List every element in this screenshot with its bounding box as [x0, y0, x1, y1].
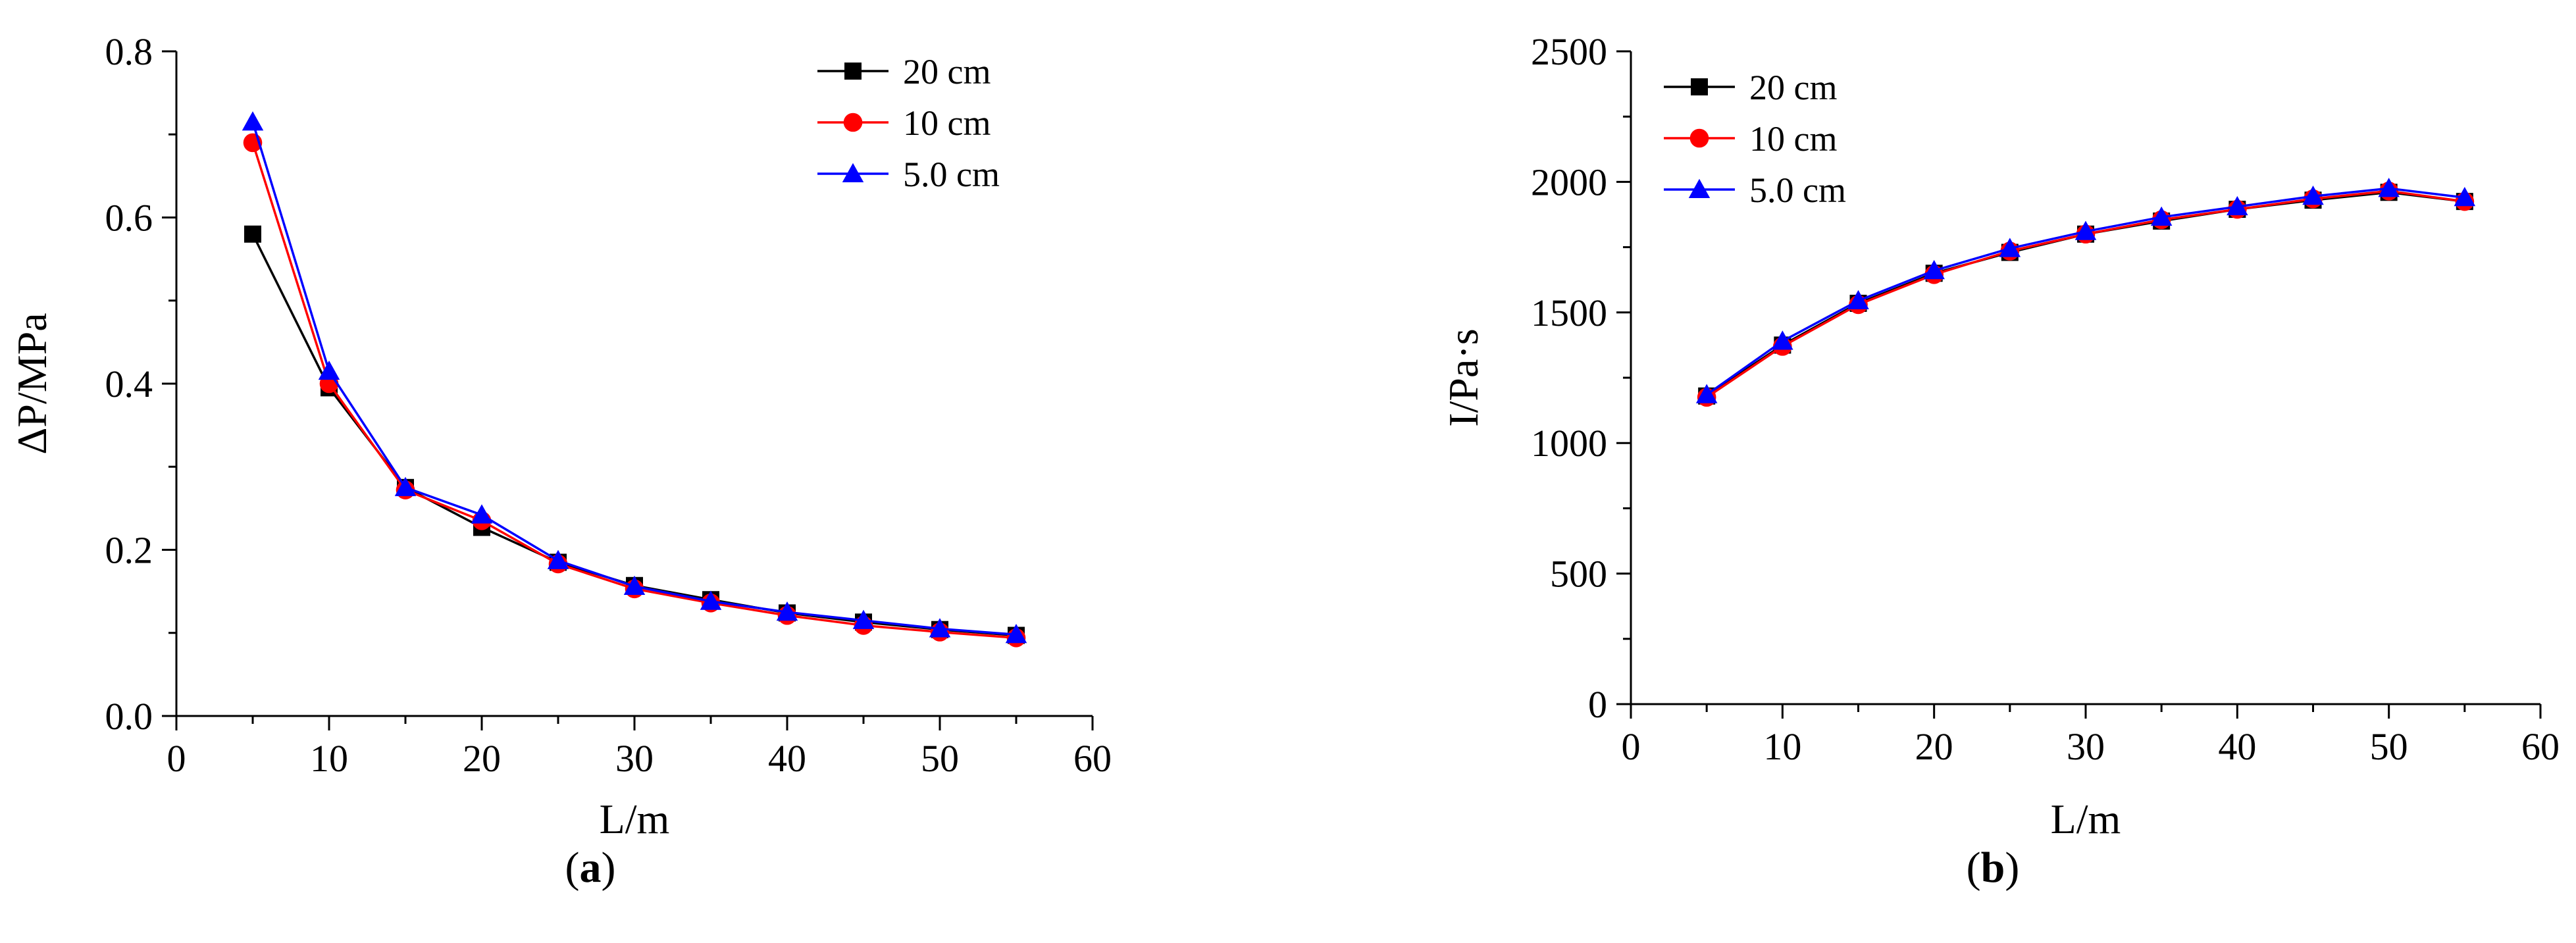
series-line-2 [1706, 187, 2465, 396]
data-point-triangle [2227, 195, 2248, 216]
panel-label-a: (a) [565, 844, 616, 892]
legend-label: 20 cm [903, 52, 991, 91]
legend-marker-square [844, 63, 862, 80]
data-point-triangle [700, 590, 722, 610]
legend-label: 10 cm [1749, 119, 1837, 159]
legend-label: 10 cm [903, 103, 991, 143]
legend-label: 5.0 cm [1749, 170, 1846, 210]
x-tick-label: 0 [1622, 725, 1641, 768]
legend-label: 5.0 cm [903, 155, 1000, 194]
legend-marker-circle [843, 113, 863, 132]
data-point-triangle [242, 111, 264, 131]
y-tick-label: 2000 [1531, 161, 1607, 203]
y-tick-label: 2500 [1531, 30, 1607, 73]
y-axis-title: I/Pa·s [1440, 328, 1487, 426]
legend-marker-triangle [842, 163, 864, 182]
y-axis-title: ΔP/MPa [9, 313, 55, 454]
y-tick-label: 1500 [1531, 292, 1607, 334]
data-point-triangle [394, 476, 417, 496]
legend-marker-square [1691, 78, 1708, 95]
data-point-triangle [547, 549, 569, 569]
series-line-2 [251, 121, 1017, 636]
data-point-triangle [623, 575, 646, 596]
x-tick-label: 20 [1915, 725, 1953, 768]
chart-a: 0 10 20 30 40 50 60 0.0 0.2 0.4 0.6 0.8 L/m ΔP/MPa 20 … [9, 30, 1112, 842]
y-tick-label: 1000 [1531, 422, 1607, 465]
data-point-triangle [1847, 290, 1869, 309]
data-point-triangle [776, 601, 798, 621]
y-tick-label: 500 [1550, 553, 1607, 596]
y-tick-label: 0 [1588, 683, 1607, 726]
legend-label: 20 cm [1749, 68, 1837, 107]
data-point-triangle [2454, 186, 2476, 207]
data-point-triangle [1923, 260, 1945, 280]
data-point-triangle [1005, 624, 1027, 644]
data-point-triangle [2378, 178, 2400, 197]
legend-marker-triangle [1688, 178, 1711, 198]
x-tick-label: 0 [167, 737, 186, 780]
x-axis-title: L/m [600, 796, 670, 842]
x-tick-label: 40 [2218, 725, 2256, 768]
chart-b: 0 10 20 30 40 50 60 0 500 1000 1500 2000 2500 L/m I/Pa… [1440, 30, 2560, 842]
x-tick-label: 10 [310, 737, 348, 780]
data-point-square [244, 225, 261, 243]
data-point-triangle [471, 504, 493, 524]
data-point-triangle [318, 360, 340, 380]
data-point-triangle [2150, 206, 2173, 226]
x-axis-title: L/m [2051, 796, 2121, 842]
x-tick-label: 20 [463, 737, 501, 780]
x-tick-label: 60 [2521, 725, 2560, 768]
x-tick-label: 50 [921, 737, 959, 780]
x-tick-label: 40 [768, 737, 806, 780]
y-tick-label: 0.2 [105, 529, 153, 572]
data-point-triangle [1999, 238, 2021, 257]
legend-marker-circle [1689, 128, 1709, 148]
y-tick-label: 0.8 [105, 30, 153, 73]
data-point-triangle [2074, 220, 2097, 240]
x-tick-label: 30 [2067, 725, 2105, 768]
x-tick-label: 60 [1073, 737, 1112, 780]
x-tick-label: 50 [2370, 725, 2408, 768]
y-tick-label: 0.6 [105, 197, 153, 240]
data-point-triangle [1772, 330, 1793, 350]
x-tick-label: 10 [1763, 725, 1801, 768]
panel-label-b: (b) [1967, 844, 2020, 892]
series-line-1 [251, 142, 1017, 640]
data-point-triangle [1695, 384, 1718, 403]
series-line-0 [251, 233, 1017, 637]
y-tick-label: 0.0 [105, 695, 153, 738]
data-point-triangle [929, 618, 951, 638]
x-tick-label: 30 [615, 737, 654, 780]
data-point-triangle [852, 609, 875, 629]
data-point-triangle [2302, 185, 2324, 205]
y-tick-label: 0.4 [105, 363, 153, 405]
